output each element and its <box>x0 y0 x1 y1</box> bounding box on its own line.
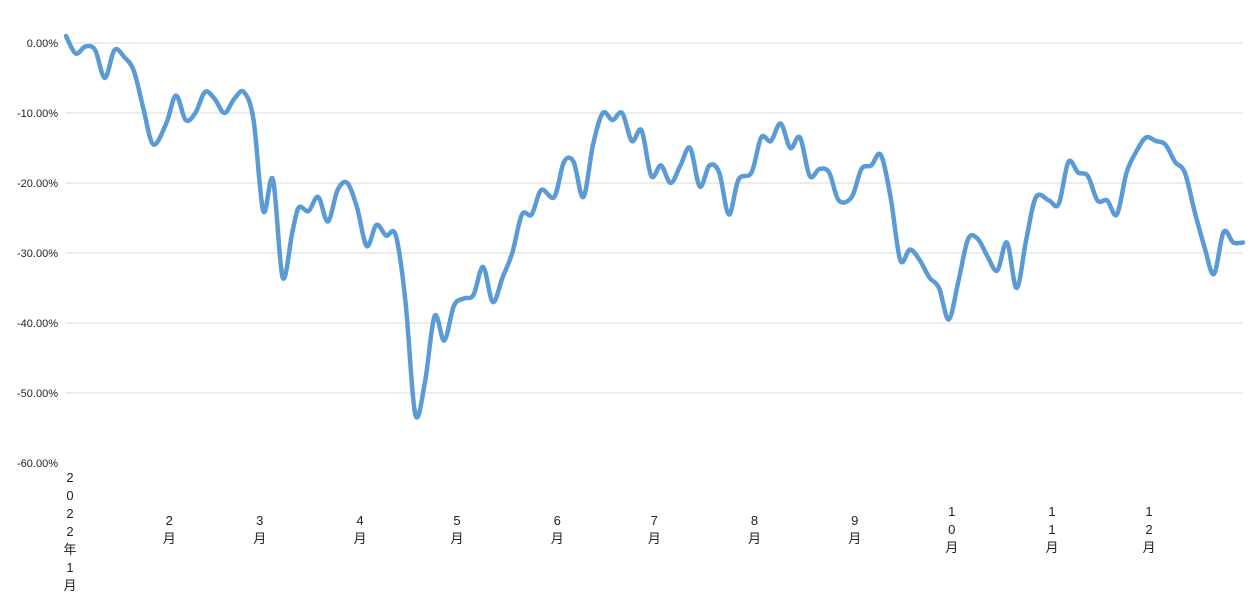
y-tick-label: -40.00% <box>17 318 58 330</box>
y-tick-label: -50.00% <box>17 388 58 400</box>
y-axis: 0.00% -10.00% -20.00% -30.00% -40.00% -50.00%… <box>17 38 58 470</box>
x-axis: 2 0 2 2 年 1 月 2 月 3 月 4 月 5 月 6 月 7 月 8 月 9 月 1 0 月 1 1 月 1 2 月 <box>63 470 1155 593</box>
y-tick-label: -60.00% <box>17 458 58 470</box>
y-tick-label: -10.00% <box>17 108 58 120</box>
y-tick-label: -20.00% <box>17 178 58 190</box>
y-tick-label: -30.00% <box>17 248 58 260</box>
y-tick-label: 0.00% <box>27 38 58 50</box>
gridlines <box>66 42 1243 394</box>
series-line <box>63 33 1246 420</box>
series-group <box>63 33 1246 420</box>
